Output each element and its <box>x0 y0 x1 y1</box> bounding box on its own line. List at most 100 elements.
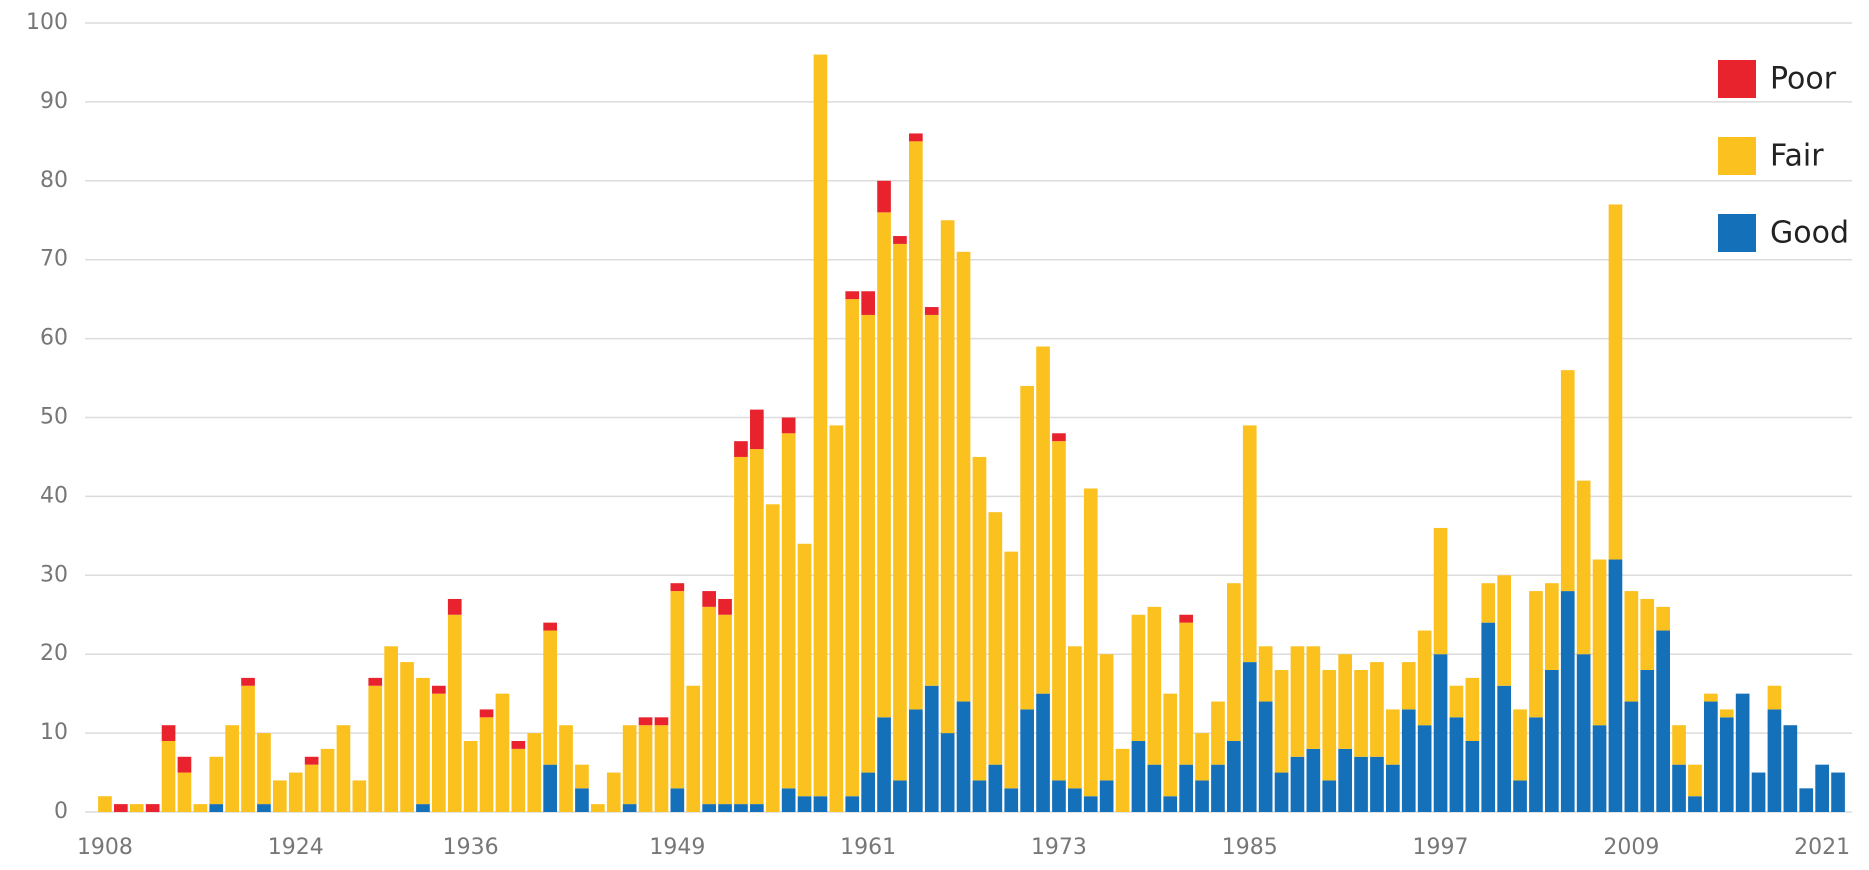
bar-segment <box>257 733 271 805</box>
bar-segment <box>463 740 478 812</box>
bar-segment <box>432 685 446 694</box>
bar-segment <box>781 788 796 812</box>
bar-segment <box>1481 583 1496 623</box>
bar-segment <box>972 780 987 812</box>
bar-segment <box>114 804 128 812</box>
bar-segment <box>241 677 255 686</box>
x-tick-label: 1961 <box>840 835 896 860</box>
bar-segment <box>98 796 112 812</box>
x-tick-label: 1924 <box>268 835 324 860</box>
bar-segment <box>368 677 383 686</box>
legend-label: Poor <box>1770 62 1837 97</box>
bar-segment <box>1163 693 1178 797</box>
bar-segment <box>781 433 796 789</box>
x-tick-label: 1973 <box>1031 835 1087 860</box>
bar-segment <box>734 441 748 457</box>
y-tick-label: 20 <box>40 641 68 666</box>
bar-segment <box>1179 614 1193 623</box>
bar-segment <box>447 598 462 615</box>
bar-segment <box>400 662 414 812</box>
bar-segment <box>750 804 764 812</box>
bar-segment <box>543 622 557 631</box>
bar-segment <box>304 764 319 812</box>
bar-segment <box>1163 796 1178 812</box>
bar-segment <box>1306 748 1321 812</box>
bar-segment <box>1719 717 1734 812</box>
bar-segment <box>1354 756 1368 812</box>
bar-segment <box>543 630 557 765</box>
bar-segment <box>1386 709 1400 765</box>
bar-segment <box>241 685 255 812</box>
bar-segment <box>416 804 430 812</box>
bar-segment <box>1099 780 1114 812</box>
y-tick-label: 50 <box>40 405 68 430</box>
bar-segment <box>940 733 955 812</box>
bar-segment <box>988 764 1003 812</box>
bar-segment <box>1274 669 1289 773</box>
bar-segment <box>1147 606 1162 765</box>
bar-segment <box>1242 662 1257 812</box>
bar-segment <box>336 725 351 812</box>
bar-segment <box>1020 385 1034 710</box>
bar-segment <box>1290 646 1305 757</box>
bar-segment <box>1513 709 1527 781</box>
bar-segment <box>1704 701 1718 812</box>
bar-segment <box>702 591 716 607</box>
bar-segment <box>750 449 764 805</box>
bar-segment <box>1258 646 1273 702</box>
bar-segment <box>193 804 208 812</box>
bar-segment <box>1052 780 1066 812</box>
bar-segment <box>750 409 764 450</box>
bar-segment <box>1831 772 1845 812</box>
x-tick-label: 2021 <box>1794 835 1850 860</box>
bar-segment <box>670 583 685 592</box>
bar-segment <box>225 725 239 812</box>
bar-segment <box>209 804 224 812</box>
bar-segment <box>638 717 653 726</box>
legend-swatch <box>1718 60 1756 98</box>
bar-segment <box>1545 669 1559 812</box>
bar-segment <box>1433 654 1448 812</box>
bar-segment <box>924 314 939 686</box>
bar-segment <box>1560 370 1575 592</box>
bar-segment <box>797 543 812 797</box>
bar-segment <box>1020 709 1034 812</box>
bar-segment <box>1799 788 1814 812</box>
bar-segment <box>479 717 494 812</box>
bar-segment <box>845 796 860 812</box>
bar-segment <box>1211 764 1225 812</box>
bar-segment <box>861 291 875 315</box>
bar-segment <box>1783 725 1798 812</box>
bar-segment <box>209 756 224 805</box>
bar-segment <box>829 425 844 812</box>
legend-swatch <box>1718 214 1756 252</box>
bar-segment <box>1083 488 1098 797</box>
bar-segment <box>543 764 557 812</box>
bar-segment <box>591 804 605 812</box>
bar-segment <box>1417 725 1432 812</box>
bar-segment <box>1242 425 1257 663</box>
bar-segment <box>813 54 828 797</box>
x-tick-label: 2009 <box>1603 835 1659 860</box>
bar-segment <box>702 804 716 812</box>
bar-segment <box>1672 725 1686 765</box>
bar-segment <box>527 733 542 812</box>
bar-segment <box>1624 701 1639 812</box>
y-tick-label: 70 <box>40 247 68 272</box>
bar-segment <box>940 220 955 734</box>
bar-segment <box>1290 756 1305 812</box>
bar-segment <box>1688 796 1702 812</box>
bar-segment <box>845 291 860 300</box>
bar-segment <box>1465 740 1480 812</box>
bar-segment <box>1719 709 1734 718</box>
bar-segment <box>781 417 796 434</box>
bar-segment <box>1497 685 1511 812</box>
bar-segment <box>368 685 383 812</box>
bar-segment <box>320 748 335 812</box>
bar-segment <box>1147 764 1162 812</box>
bar-segment <box>1704 693 1718 702</box>
bar-segment <box>765 504 780 812</box>
bar-segment <box>1179 764 1193 812</box>
bar-segment <box>877 717 891 812</box>
bar-segment <box>1227 740 1241 812</box>
